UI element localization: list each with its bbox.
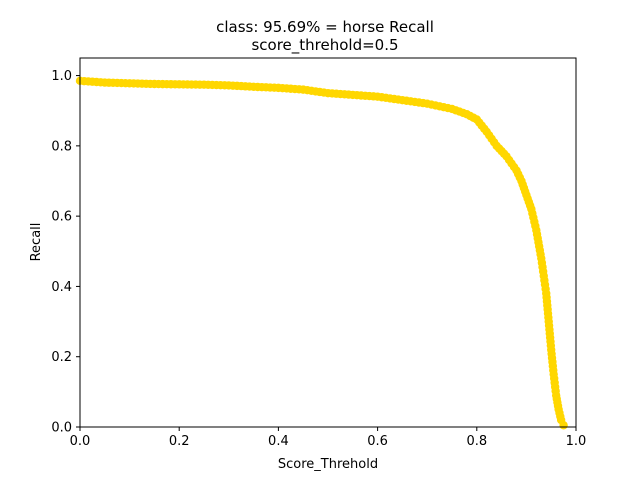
x-tick-label: 0.4 — [268, 434, 289, 449]
x-tick-label: 0.0 — [70, 434, 91, 449]
y-tick-label: 0.0 — [51, 421, 72, 436]
x-tick-label: 1.0 — [566, 434, 587, 449]
y-tick-label: 1.0 — [51, 69, 72, 84]
y-tick-label: 0.8 — [51, 139, 72, 154]
y-tick-label: 0.2 — [51, 350, 72, 365]
data-point — [559, 421, 568, 430]
x-tick-label: 0.2 — [169, 434, 190, 449]
chart-title: class: 95.69% = horse Recall — [216, 18, 434, 36]
x-axis-label: Score_Threhold — [278, 457, 378, 472]
series-markers — [75, 76, 568, 430]
axis-ticks: 0.0 0.2 0.4 0.6 0.8 1.0 0.0 0.2 0.4 0.6 0.8 1.0 — [51, 69, 586, 449]
y-tick-label: 0.4 — [51, 280, 72, 295]
y-axis-label: Recall — [29, 223, 44, 262]
x-tick-label: 0.6 — [367, 434, 388, 449]
x-tick-label: 0.8 — [466, 434, 487, 449]
plot-area — [75, 76, 568, 430]
axes-frame — [79, 57, 577, 428]
chart-subtitle: score_threhold=0.5 — [251, 36, 398, 55]
y-tick-label: 0.6 — [51, 210, 72, 225]
